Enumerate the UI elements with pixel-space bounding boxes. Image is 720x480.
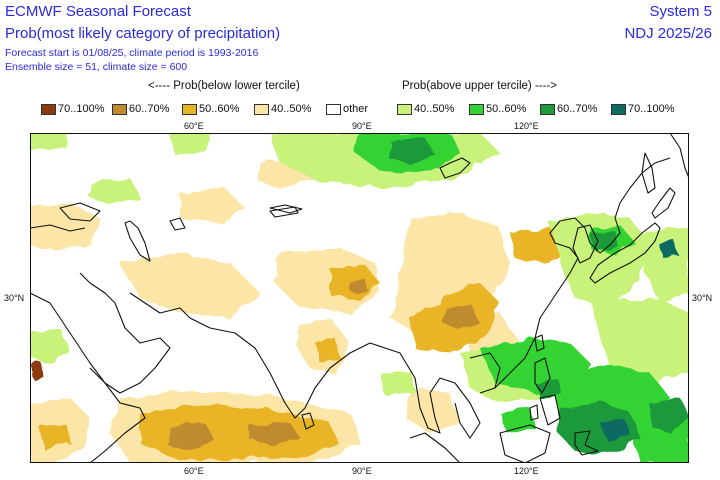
legend-swatch xyxy=(540,103,555,115)
below-70-100-areas xyxy=(32,363,44,379)
legend-label: 70..100% xyxy=(628,103,675,115)
above-70-100-areas xyxy=(600,241,678,441)
legend: 70..100% 60..70% 50..60% 40..50% other 4… xyxy=(0,101,720,117)
ensemble-info: Ensemble size = 51, climate size = 600 xyxy=(5,61,188,73)
legend-label: 40..50% xyxy=(271,103,312,115)
bottom-tick-60e: 60°E xyxy=(184,466,204,476)
top-tick-60e: 60°E xyxy=(184,121,204,131)
legend-label: 50..60% xyxy=(486,103,527,115)
legend-item: 40..50% xyxy=(254,101,311,117)
legend-label: other xyxy=(343,103,369,115)
legend-item: 70..100% xyxy=(41,101,104,117)
legend-swatch xyxy=(41,103,56,115)
legend-label: 60..70% xyxy=(557,103,598,115)
legend-item: 40..50% xyxy=(397,101,454,117)
legend-swatch xyxy=(611,103,626,115)
legend-item: 50..60% xyxy=(469,101,526,117)
legend-label: 40..50% xyxy=(414,103,455,115)
legend-item: 70..100% xyxy=(611,101,674,117)
legend-item: 50..60% xyxy=(182,101,239,117)
left-tick-30n: 30°N xyxy=(4,293,25,303)
legend-label: 50..60% xyxy=(199,103,240,115)
map-frame xyxy=(30,133,689,463)
bottom-tick-90e: 90°E xyxy=(352,466,372,476)
legend-swatch xyxy=(254,103,269,115)
right-tick-30n: 30°N xyxy=(692,293,713,303)
below-tercile-label: <---- Prob(below lower tercile) xyxy=(148,80,300,92)
legend-label: 70..100% xyxy=(58,103,105,115)
coastlines xyxy=(30,133,689,463)
below-60-70-areas xyxy=(168,279,478,451)
legend-swatch xyxy=(469,103,484,115)
bottom-tick-120e: 120°E xyxy=(514,466,539,476)
legend-item: 60..70% xyxy=(540,101,597,117)
legend-swatch xyxy=(182,103,197,115)
top-tick-90e: 90°E xyxy=(352,121,372,131)
period-label: NDJ 2025/26 xyxy=(624,25,712,42)
legend-swatch xyxy=(326,103,341,115)
legend-swatch xyxy=(112,103,127,115)
above-tercile-label: Prob(above upper tercile) ----> xyxy=(402,80,557,92)
system-label: System 5 xyxy=(649,3,712,20)
precipitation-map xyxy=(30,133,689,463)
legend-label: 60..70% xyxy=(129,103,170,115)
chart-title: ECMWF Seasonal Forecast xyxy=(5,3,191,20)
above-60-70-areas xyxy=(388,138,689,455)
top-tick-120e: 120°E xyxy=(514,121,539,131)
forecast-info: Forecast start is 01/08/25, climate peri… xyxy=(5,47,259,59)
legend-swatch xyxy=(397,103,412,115)
legend-item: other xyxy=(326,101,368,117)
chart-subtitle: Prob(most likely category of precipitati… xyxy=(5,25,281,42)
legend-item: 60..70% xyxy=(112,101,169,117)
